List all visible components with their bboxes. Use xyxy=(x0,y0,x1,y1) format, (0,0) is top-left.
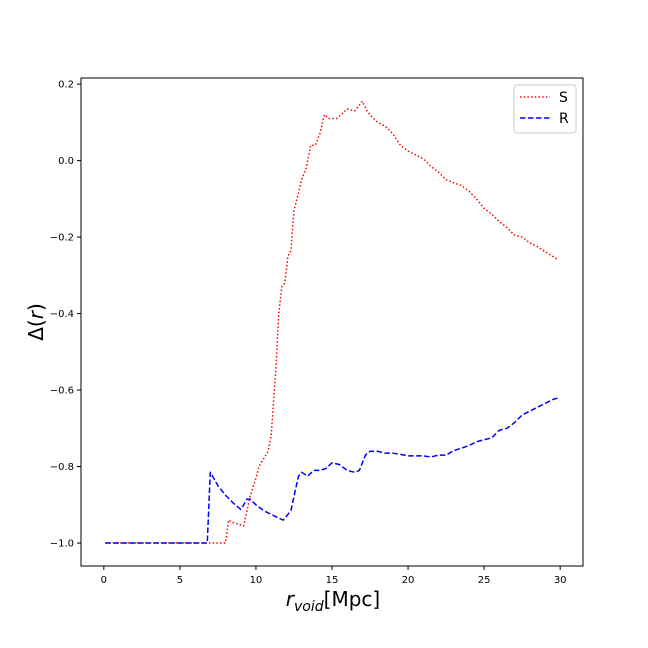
y-tick-label: −0.8 xyxy=(50,462,74,473)
x-tick-label: 5 xyxy=(177,575,183,586)
y-tick-label: −0.6 xyxy=(50,386,74,397)
x-tick-label: 25 xyxy=(478,575,491,586)
x-tick-label: 20 xyxy=(402,575,415,586)
y-tick-label: −0.4 xyxy=(50,309,74,320)
y-axis-label: Δ(r) xyxy=(24,303,48,341)
y-tick-label: 0.2 xyxy=(58,80,74,91)
x-axis-label-sub: void xyxy=(294,599,324,615)
x-axis-label-var: r xyxy=(286,587,296,611)
x-tick-label: 30 xyxy=(554,575,567,586)
plot-frame xyxy=(80,77,584,567)
x-axis: 0 5 10 15 20 25 30 xyxy=(101,566,567,586)
y-axis-label-suffix: ) xyxy=(24,303,48,311)
x-tick-label: 0 xyxy=(101,575,107,586)
series-layer xyxy=(105,100,560,544)
legend-box xyxy=(513,84,577,134)
y-axis: −1.0 −0.8 −0.6 −0.4 −0.2 0.0 0.2 xyxy=(50,80,81,550)
x-axis-label-unit: [Mpc] xyxy=(324,587,381,611)
series-line-s xyxy=(105,100,560,544)
y-tick-label: −0.2 xyxy=(50,233,74,244)
legend: S R xyxy=(513,84,577,134)
y-tick-label: 0.0 xyxy=(58,156,74,167)
legend-label-r: R xyxy=(559,111,569,127)
y-axis-label-prefix: Δ( xyxy=(24,319,48,340)
x-axis-label: rvoid[Mpc] xyxy=(286,587,380,615)
legend-label-s: S xyxy=(559,90,568,106)
x-tick-label: 15 xyxy=(326,575,339,586)
y-tick-label: −1.0 xyxy=(50,539,74,550)
x-tick-label: 10 xyxy=(250,575,263,586)
y-axis-label-var: r xyxy=(24,309,48,319)
series-line-r xyxy=(105,397,559,544)
